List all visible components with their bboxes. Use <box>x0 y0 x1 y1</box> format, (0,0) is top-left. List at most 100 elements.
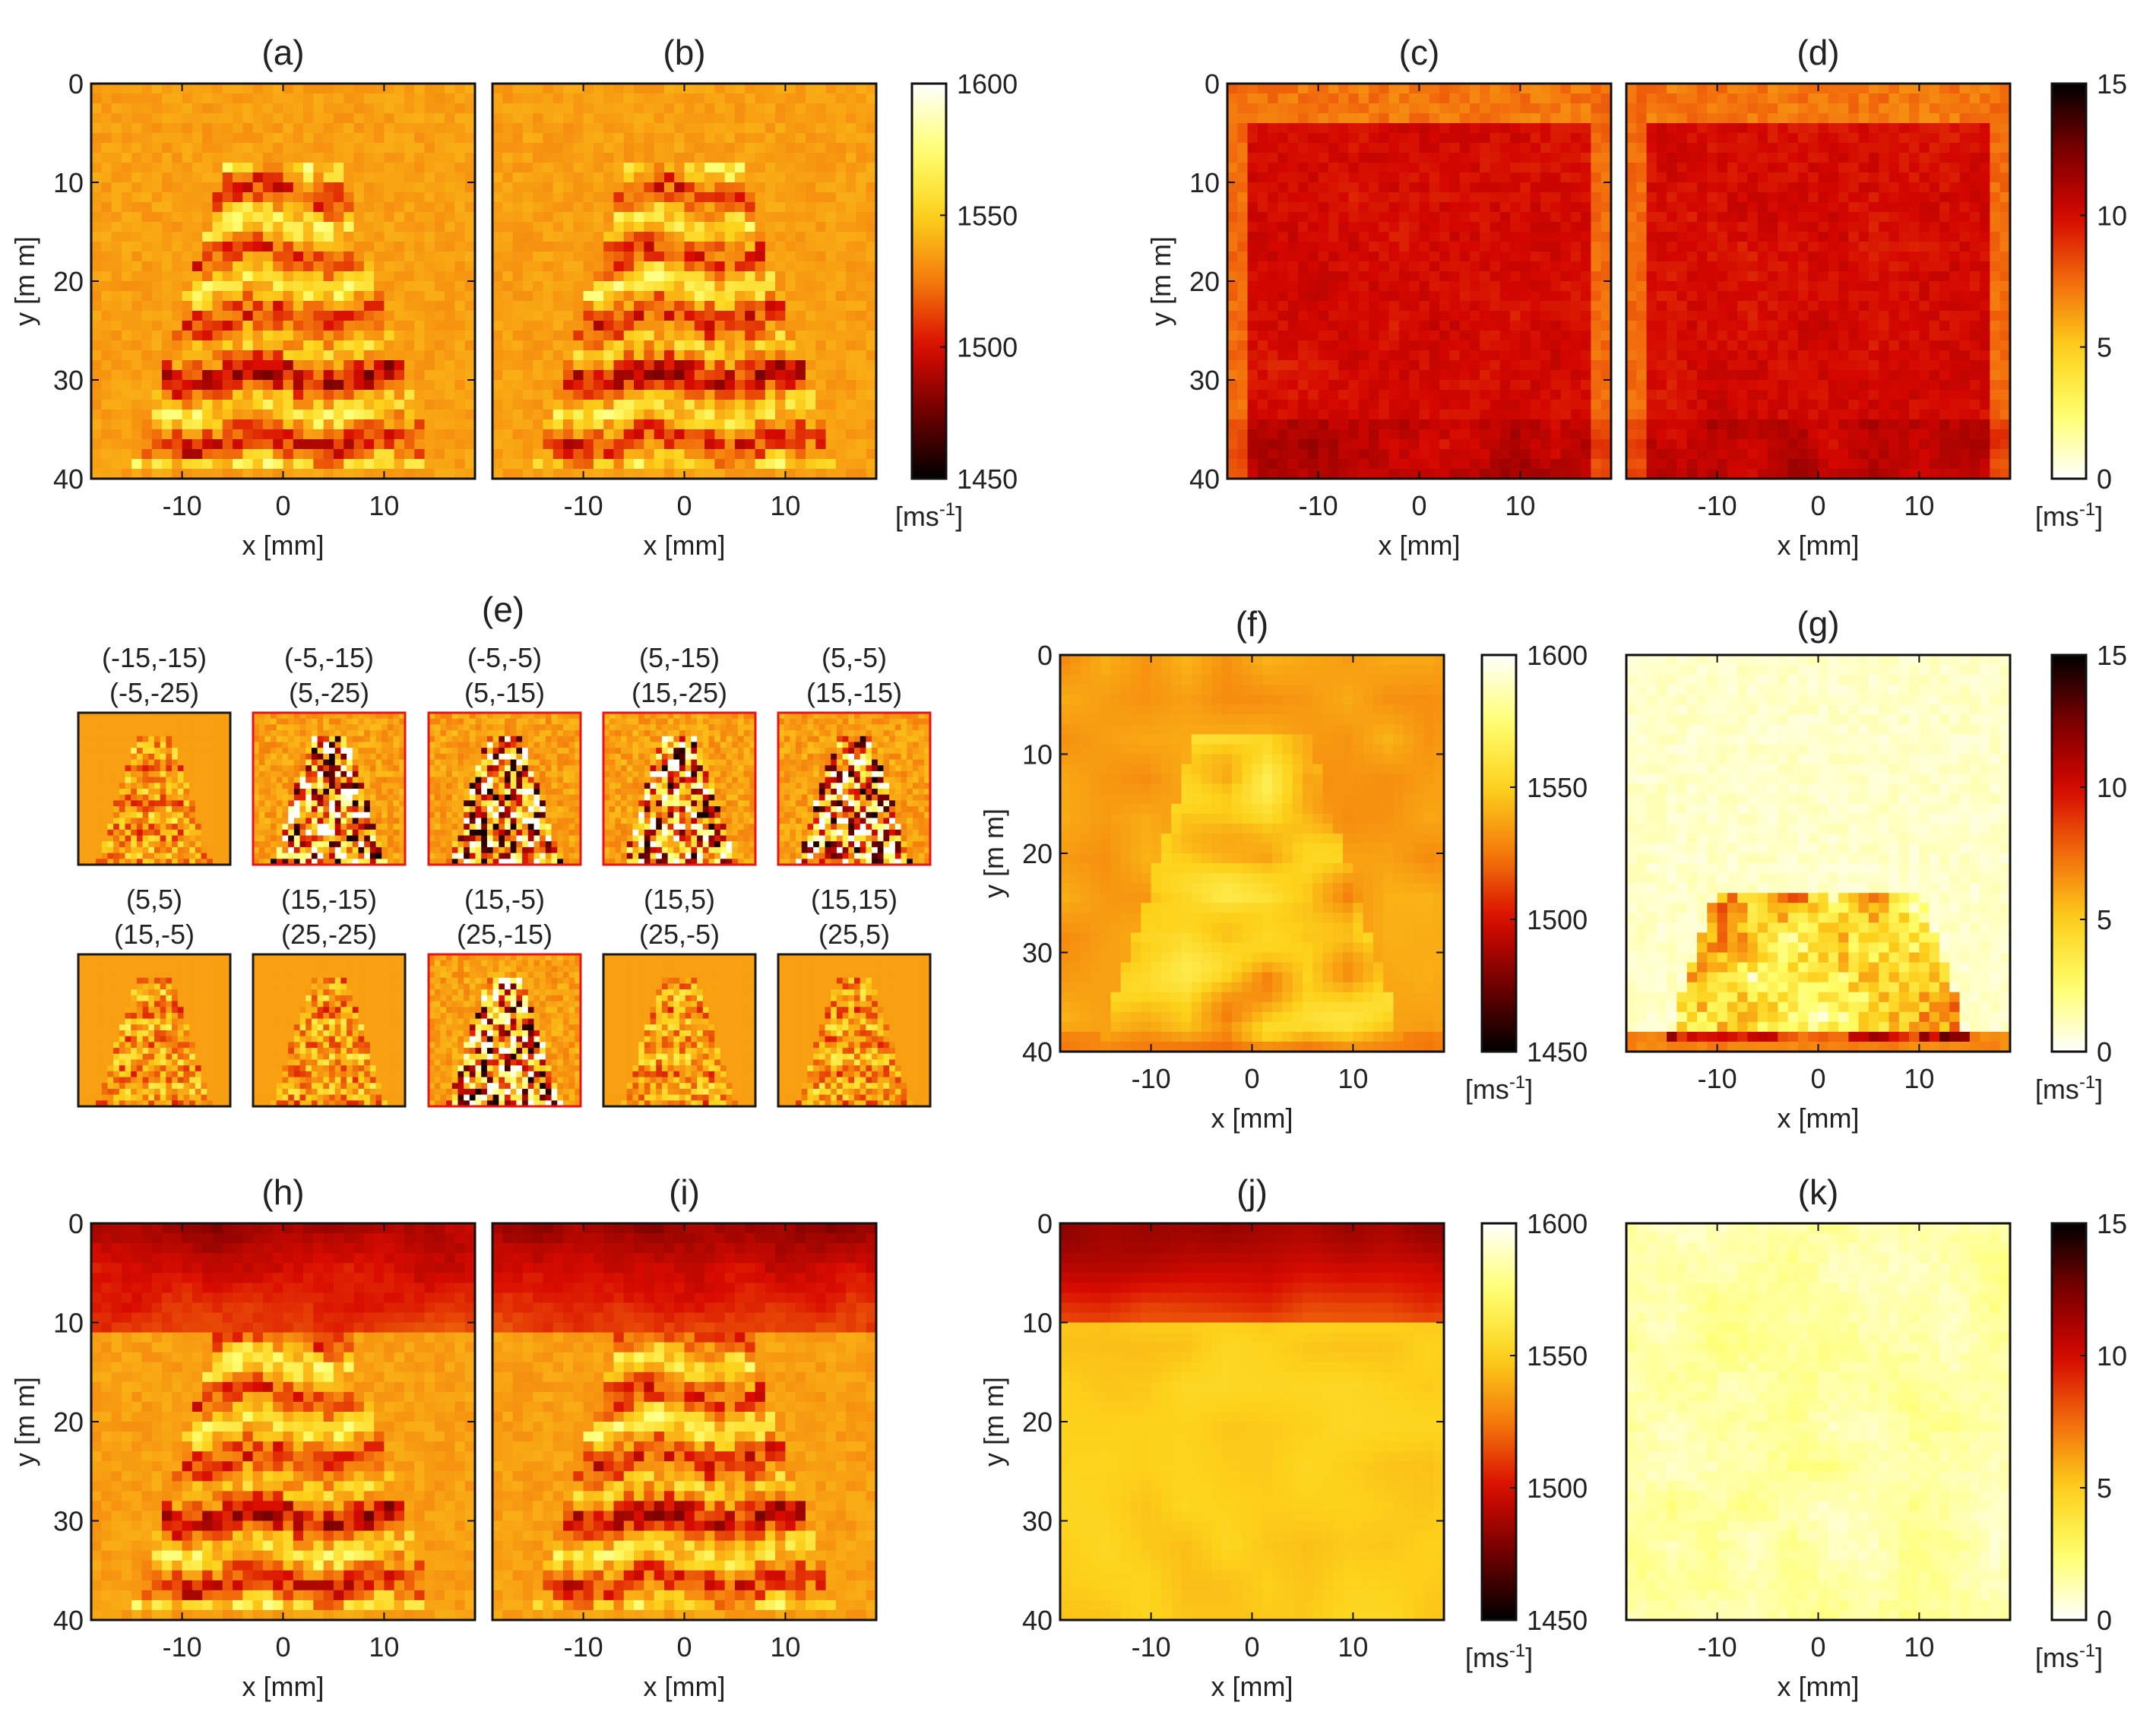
heatmap-cell <box>1530 252 1541 262</box>
heatmap-cell <box>563 93 574 104</box>
heatmap-cell <box>394 429 405 440</box>
heatmap-cell <box>634 291 644 302</box>
heatmap-cell <box>363 410 375 420</box>
heatmap-cell <box>1308 469 1319 479</box>
heatmap-cell <box>1287 222 1299 233</box>
heatmap-cell <box>434 370 445 381</box>
heatmap-cell <box>384 429 395 440</box>
heatmap-cell <box>1570 469 1581 479</box>
heatmap-cell <box>1318 212 1329 223</box>
heatmap-cell <box>1237 390 1249 400</box>
heatmap-cell <box>363 360 375 371</box>
heatmap-cell <box>502 360 514 371</box>
heatmap-cell <box>404 469 415 479</box>
heatmap-cell <box>1459 252 1471 262</box>
heatmap-cell <box>755 311 766 321</box>
heatmap-cell <box>512 202 524 213</box>
heatmap-cell <box>674 419 685 430</box>
heatmap-cell <box>464 350 475 361</box>
heatmap-cell <box>694 370 705 381</box>
heatmap-cell <box>543 390 554 400</box>
heatmap-cell <box>394 252 405 262</box>
heatmap-cell <box>1530 350 1541 361</box>
heatmap-cell <box>404 182 415 193</box>
heatmap-cell <box>1379 133 1390 144</box>
heatmap-cell <box>1419 113 1430 124</box>
heatmap-cell <box>613 143 625 153</box>
heatmap-cell <box>1520 163 1531 173</box>
heatmap-cell <box>111 311 122 321</box>
heatmap-cell <box>805 252 816 262</box>
heatmap-cell <box>101 331 112 341</box>
heatmap-cell <box>1530 232 1541 242</box>
heatmap-cell <box>1949 163 1961 173</box>
heatmap-cell <box>1490 192 1501 203</box>
heatmap-cell <box>91 84 102 94</box>
heatmap-cell <box>434 380 445 391</box>
heatmap-cell <box>846 113 857 124</box>
heatmap-cell <box>363 301 375 312</box>
heatmap-cell <box>825 340 837 351</box>
heatmap-cell <box>1848 153 1860 163</box>
heatmap-cell <box>1257 410 1268 420</box>
heatmap-cell <box>1646 153 1657 163</box>
heatmap-cell <box>1348 163 1360 173</box>
heatmap-cell <box>202 439 214 450</box>
heatmap-cell <box>1227 449 1238 460</box>
heatmap-cell <box>101 84 112 94</box>
heatmap-cell <box>1358 153 1369 163</box>
heatmap-cell <box>663 469 675 479</box>
heatmap-cell <box>1540 350 1551 361</box>
heatmap-cell <box>1318 321 1329 331</box>
heatmap-cell <box>613 291 625 302</box>
heatmap-cell <box>603 390 615 400</box>
heatmap-cell <box>634 182 644 193</box>
heatmap-cell <box>1449 469 1461 479</box>
heatmap-cell <box>815 410 827 420</box>
heatmap-cell <box>151 261 163 272</box>
heatmap-cell <box>1828 123 1839 134</box>
heatmap-cell <box>121 400 132 410</box>
heatmap-cell <box>765 301 776 312</box>
heatmap-cell <box>613 459 625 470</box>
heatmap-cell <box>603 133 615 144</box>
heatmap-cell <box>384 380 395 391</box>
heatmap-cell <box>593 340 604 351</box>
heatmap-cell <box>543 370 554 381</box>
heatmap-cell <box>252 172 264 183</box>
heatmap-cell <box>374 321 385 331</box>
heatmap-cell <box>333 232 344 242</box>
heatmap-cell <box>1499 232 1511 242</box>
heatmap-cell <box>755 429 766 440</box>
heatmap-cell <box>603 380 615 391</box>
heatmap-cell <box>1358 449 1369 460</box>
heatmap-cell <box>1318 469 1329 479</box>
heatmap-cell <box>563 113 574 124</box>
heatmap-cell <box>242 212 254 223</box>
heatmap-cell <box>856 321 867 331</box>
heatmap-cell <box>1459 380 1471 391</box>
heatmap-cell <box>1600 113 1611 124</box>
heatmap-cell <box>704 301 715 312</box>
heatmap-cell <box>445 390 456 400</box>
heatmap-cell <box>1939 153 1950 163</box>
heatmap-cell <box>1600 410 1611 420</box>
heatmap-cell <box>1510 390 1521 400</box>
heatmap-cell <box>1257 321 1268 331</box>
heatmap-cell <box>464 143 475 153</box>
heatmap-cell <box>233 281 243 292</box>
heatmap-cell <box>1358 400 1369 410</box>
heatmap-cell <box>1237 182 1249 193</box>
heatmap-cell <box>1449 242 1461 252</box>
heatmap-cell <box>424 133 435 144</box>
heatmap-cell <box>654 232 665 242</box>
heatmap-cell <box>1358 163 1369 173</box>
heatmap-cell <box>603 153 615 163</box>
heatmap-cell <box>613 271 625 282</box>
heatmap-cell <box>866 390 876 400</box>
heatmap-cell <box>1459 350 1471 361</box>
heatmap-cell <box>141 143 153 153</box>
heatmap-cell <box>454 331 466 341</box>
heatmap-cell <box>1268 281 1279 292</box>
heatmap-cell <box>644 153 655 163</box>
